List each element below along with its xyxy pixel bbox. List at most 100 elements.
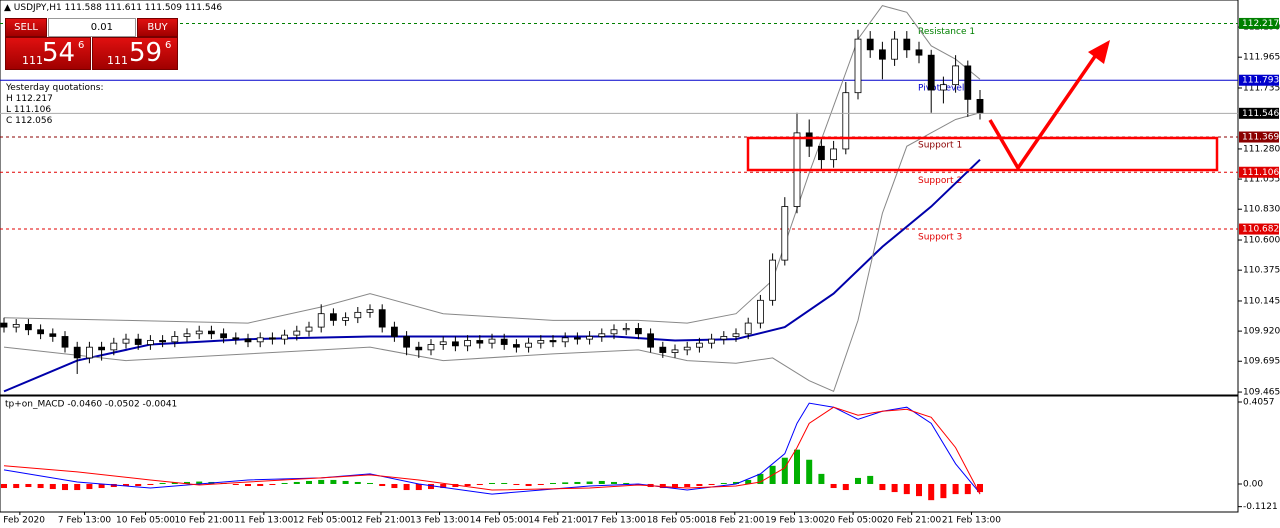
histogram-bar [952,483,959,495]
histogram-bar [891,483,898,493]
candle-body [451,341,459,347]
yesterday-low: L 111.106 [6,105,52,115]
candle-body [830,148,837,161]
level-label: Support 2 [918,176,962,186]
histogram-bar [550,482,556,484]
candle-body [854,38,862,94]
candle-body [537,340,545,344]
candle-body [952,65,959,86]
x-tick-label: 17 Feb 13:00 [587,516,646,526]
candle-body [256,337,264,343]
header: ▲ USDJPY,H1 111.588 111.611 111.509 111.… [4,3,223,13]
histogram-bar [476,483,483,486]
candle-body [622,328,630,331]
candle-body [98,346,105,351]
ask-big: 111 [107,54,128,67]
histogram-bar [562,482,569,484]
candle-body [866,38,874,51]
x-tick-label: 21 Feb 13:00 [942,516,1001,526]
buy-button[interactable]: BUY [137,18,178,37]
histogram-bar [964,483,971,495]
price-tag-label: 111.546 [1242,109,1279,119]
histogram-bar [318,479,325,484]
histogram-bar [635,483,642,486]
candle-body [354,311,362,319]
histogram-bar [659,483,666,489]
lot-field[interactable]: 0.01 [48,18,136,37]
candle-body [891,38,898,60]
macd-layer: 0.4057 0.00 -0.1121 tp+on_MACD -0.0460 -0.0… [1,398,1278,512]
candle-body [281,334,289,340]
histogram-bar [428,483,434,490]
candle-body [879,49,886,60]
candle-body [415,346,423,351]
candle-body [195,330,203,335]
x-tick-label: 20 Feb 05:00 [824,516,883,526]
sell-button[interactable]: SELL [5,18,47,37]
x-tick-label: 12 Feb 21:00 [351,516,410,526]
x-tick-label: 18 Feb 05:00 [647,516,706,526]
candle-body [513,344,520,348]
candle-body [903,38,911,51]
histogram-bar [977,483,983,493]
price-tag-label: 110.682 [1242,225,1279,235]
candle-body [720,336,728,340]
yesterday-close: C 112.056 [6,116,53,126]
candle-body [378,309,386,328]
y-tick-label: 0.4057 [1243,398,1275,408]
candle-body [574,337,581,340]
price-tag [1239,74,1279,86]
x-tick-label: 18 Feb 21:00 [705,516,764,526]
histogram-bar [928,483,935,501]
price-tag [1239,107,1279,119]
x-tick-label: 20 Feb 21:00 [882,516,941,526]
x-tick-label: 10 Feb 21:00 [175,516,234,526]
histogram-bar [598,480,605,484]
histogram-bar [830,483,837,489]
histogram-bar [794,449,800,484]
histogram-bar [110,483,117,488]
histogram-bar [306,480,312,484]
bid-box[interactable]: 111 54 6 [5,37,91,70]
indicator-line [3,112,981,393]
candle-body [586,336,593,340]
histogram-bar [62,483,68,491]
y-tick-label: 110.830 [1243,205,1280,215]
histogram-bar [916,483,922,497]
header-text: USDJPY,H1 111.588 111.611 111.509 111.54… [13,3,223,13]
candle-body [671,349,679,353]
candle-body [635,328,642,335]
histogram-bar [330,479,337,484]
candle-body [220,333,228,339]
candle-body [964,65,972,100]
yesterday-panel: Yesterday quotations: H 112.217 L 111.10… [6,83,103,127]
ask-box[interactable]: 111 59 6 [92,37,178,70]
candle-body [146,340,154,345]
candle-body [12,324,20,328]
histogram-bar [123,483,129,487]
price-tag-label: 111.793 [1242,76,1279,86]
candle-body [708,338,715,344]
histogram-bar [708,483,715,486]
histogram-bar [525,483,532,487]
price-tag [1239,223,1279,235]
candle-body [268,337,276,340]
histogram-bar [672,483,678,489]
histogram-bar [623,482,630,484]
candle-body [37,329,44,335]
candle-body [976,98,984,114]
indicator-line [3,406,981,495]
candle-body [757,299,764,324]
y-tick-label: 111.735 [1243,84,1280,94]
candle-body [86,346,93,359]
candle-body [781,206,789,261]
candle-body [805,132,813,147]
histogram-bar [696,483,703,487]
histogram-bar [293,481,300,484]
histogram-bar [940,483,947,499]
histogram-bar [513,483,520,486]
bid-main: 54 [42,38,76,68]
histogram-bar [281,482,288,484]
x-tick-label: 10 Feb 05:00 [116,516,175,526]
